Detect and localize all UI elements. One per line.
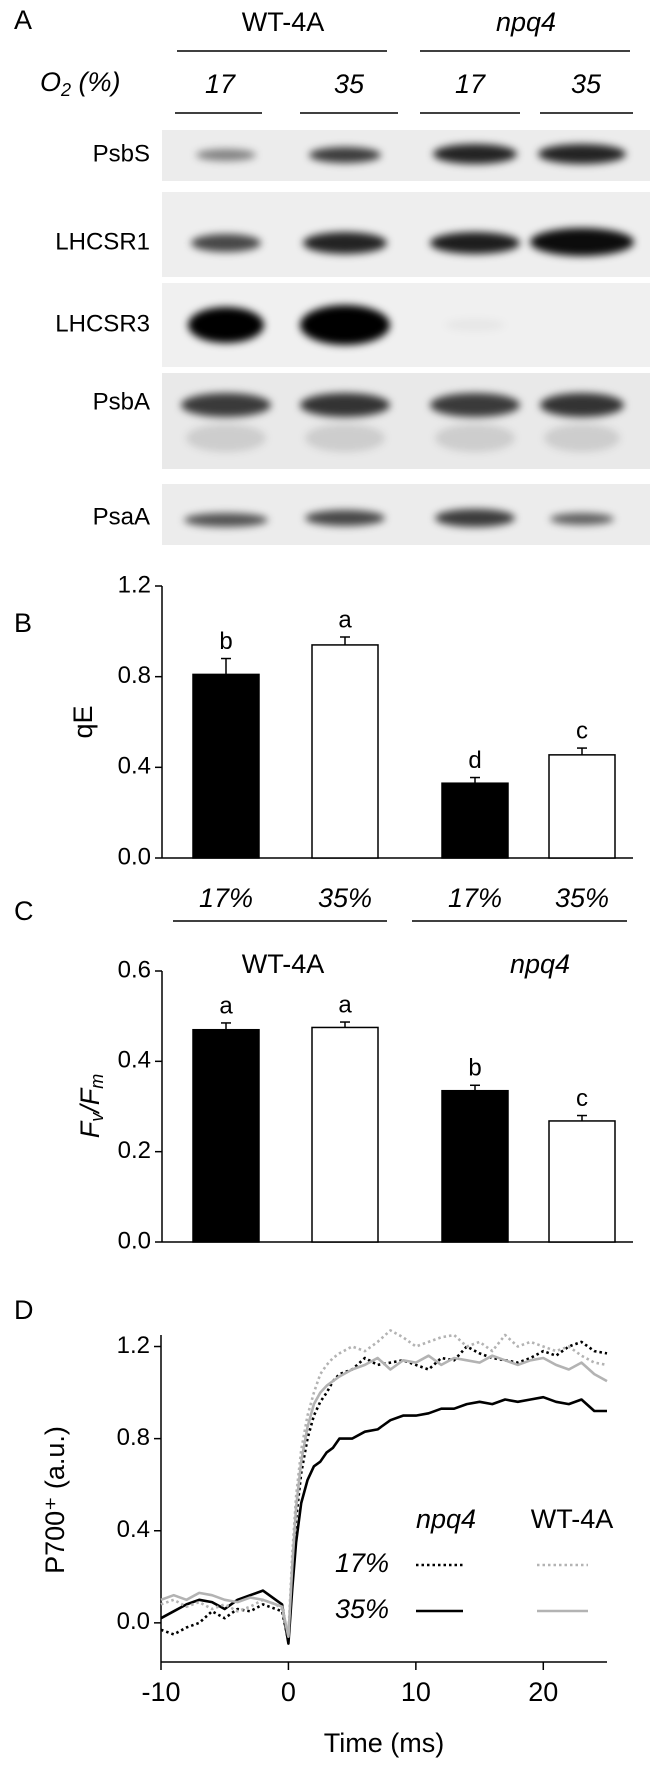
y-tick-label: 0.0 [118, 1227, 151, 1254]
blot-band [530, 228, 634, 256]
y-tick-label: 0.0 [117, 1608, 150, 1635]
y-tick-label: 0.8 [117, 1424, 150, 1451]
blot-band [300, 305, 390, 345]
blot-band [435, 509, 515, 527]
x-tick-label: 0 [281, 1677, 296, 1707]
blot-smear [186, 424, 266, 452]
bar [441, 782, 509, 859]
blot-band [430, 232, 520, 254]
legend-header: WT-4A [531, 1504, 614, 1534]
group-label: WT-4A [242, 7, 325, 37]
x-tick-label: 17% [199, 883, 253, 913]
legend-label: 35% [335, 1594, 389, 1624]
x-tick-label: 35% [318, 883, 372, 913]
blot-band [181, 393, 271, 417]
bar [192, 673, 260, 859]
bar [548, 1120, 616, 1243]
significance-label: b [219, 628, 232, 655]
blot [162, 130, 650, 545]
group-label: npq4 [496, 7, 556, 37]
legend-label: 17% [335, 1548, 389, 1578]
bar [548, 754, 616, 859]
panel-label: B [14, 608, 32, 638]
panel-label: D [14, 1295, 34, 1325]
blot-smear [305, 424, 385, 452]
significance-label: b [468, 1055, 481, 1082]
blot-band [538, 144, 626, 164]
lane-label: 35 [571, 69, 602, 99]
row-label: PsaA [93, 503, 150, 530]
y-tick-label: 0.2 [118, 1137, 151, 1164]
data-line [160, 1354, 608, 1638]
y-axis-label: qE [68, 705, 98, 738]
blot-smear [544, 424, 620, 452]
blot-band [445, 319, 505, 331]
y-axis-label: Fv/Fm [75, 1074, 107, 1139]
row-label: LHCSR3 [55, 310, 150, 337]
blot-band [309, 147, 381, 163]
blot-band [184, 513, 268, 527]
data-line [160, 1340, 608, 1643]
lane-label: 17 [205, 69, 236, 99]
significance-label: a [219, 992, 233, 1019]
legend-header: npq4 [416, 1504, 476, 1534]
y-tick-label: 1.2 [117, 1332, 150, 1359]
x-axis-label: Time (ms) [324, 1728, 444, 1758]
x-tick-label: 35% [555, 883, 609, 913]
bar [311, 644, 379, 859]
y-tick-label: 0.4 [118, 753, 151, 780]
x-tick-label: 10 [401, 1677, 431, 1707]
panel-label: C [14, 896, 34, 926]
blot-strip [162, 373, 650, 469]
x-tick-label: 17% [448, 883, 502, 913]
blot-band [540, 393, 624, 417]
blot-band [433, 144, 517, 164]
blot-band [305, 510, 385, 526]
x-tick-label: -10 [141, 1677, 180, 1707]
lane-label: 17 [455, 69, 486, 99]
data-line [160, 1329, 608, 1636]
x-tick-label: 20 [528, 1677, 558, 1707]
group-label: WT-4A [242, 949, 325, 979]
significance-label: c [576, 1085, 588, 1112]
significance-label: a [338, 606, 352, 633]
significance-label: a [338, 991, 352, 1018]
y-tick-label: 0.4 [117, 1516, 150, 1543]
significance-label: d [468, 747, 481, 774]
panel-label: A [14, 5, 32, 35]
y-tick-label: 0.8 [118, 662, 151, 689]
blot-band [191, 234, 261, 252]
y-tick-label: 1.2 [118, 571, 151, 598]
y-tick-label: 0.6 [118, 956, 151, 983]
row-label: LHCSR1 [55, 228, 150, 255]
bar [311, 1026, 379, 1243]
bar [441, 1089, 509, 1243]
blot-band [188, 307, 264, 343]
blot-band [430, 393, 520, 417]
blot-smear [435, 424, 515, 452]
blot-band [550, 513, 614, 525]
row-label: PsbS [93, 140, 150, 167]
data-line [160, 1395, 607, 1645]
blot-band [300, 393, 390, 417]
y-tick-label: 0.4 [118, 1047, 151, 1074]
blot-band [303, 232, 387, 254]
row-label: PsbA [93, 388, 150, 415]
y-axis-label: P700⁺ (a.u.) [40, 1426, 70, 1574]
lane-label: 35 [334, 69, 365, 99]
oxygen-label: O2 (%) [40, 67, 121, 100]
significance-label: c [576, 717, 588, 744]
blot-band [196, 149, 256, 161]
bar [192, 1028, 260, 1243]
y-tick-label: 0.0 [118, 843, 151, 870]
group-label: npq4 [510, 949, 570, 979]
